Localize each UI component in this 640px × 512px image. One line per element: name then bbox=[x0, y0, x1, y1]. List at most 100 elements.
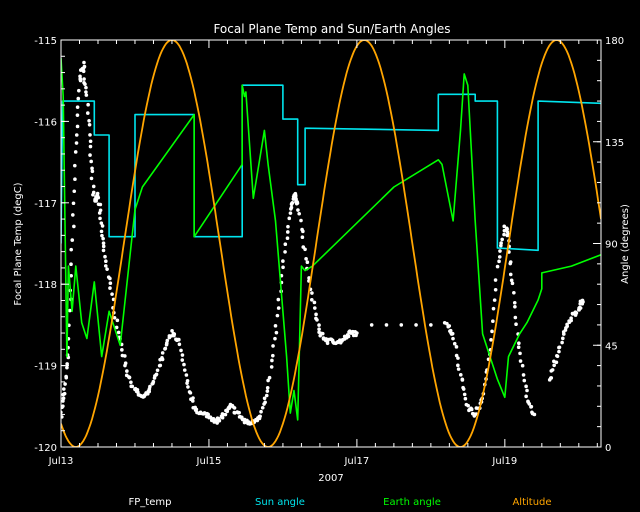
y-left-tick-label: -117 bbox=[34, 199, 57, 210]
fp-temp-point bbox=[76, 96, 81, 101]
fp-temp-point bbox=[445, 321, 449, 326]
fp-temp-point bbox=[429, 323, 433, 327]
fp-temp-point bbox=[95, 191, 100, 196]
fp-temp-point bbox=[281, 265, 285, 270]
fp-temp-point bbox=[265, 389, 270, 393]
series-altitude bbox=[61, 40, 601, 447]
fp-temp-point bbox=[469, 407, 474, 412]
fp-temp-point bbox=[73, 150, 78, 154]
fp-temp-point bbox=[491, 306, 496, 311]
legend-fp-temp: FP_temp bbox=[129, 497, 172, 508]
fp-temp-point bbox=[112, 315, 117, 320]
fp-temp-point bbox=[85, 111, 90, 115]
fp-temp-point bbox=[513, 315, 518, 320]
y-right-tick-label: 45 bbox=[605, 341, 618, 352]
fp-temp-point bbox=[61, 415, 64, 419]
fp-temp-point bbox=[110, 292, 114, 296]
y-left-tick-label: -118 bbox=[34, 280, 57, 291]
fp-temp-point bbox=[82, 77, 86, 81]
fp-temp-point bbox=[258, 414, 262, 419]
fp-temp-point bbox=[75, 124, 80, 129]
fp-temp-point bbox=[103, 254, 107, 259]
x-tick-label: Jul17 bbox=[343, 456, 369, 467]
legend-sun-angle: Sun angle bbox=[255, 497, 305, 508]
fp-temp-point bbox=[88, 144, 93, 149]
fp-temp-point bbox=[160, 351, 165, 355]
fp-temp-point bbox=[100, 224, 105, 228]
fp-temp-point bbox=[182, 368, 187, 372]
fp-temp-point bbox=[90, 166, 94, 171]
fp-temp-point bbox=[81, 69, 86, 74]
fp-temp-point bbox=[549, 376, 554, 380]
fp-temp-point bbox=[271, 344, 275, 348]
fp-temp-point bbox=[509, 278, 514, 283]
x-tick-label: Jul19 bbox=[491, 456, 517, 467]
fp-temp-point bbox=[217, 418, 222, 423]
fp-temp-point bbox=[522, 378, 527, 383]
fp-temp-point bbox=[158, 363, 163, 368]
fp-temp-point bbox=[502, 228, 507, 233]
fp-temp-point bbox=[180, 353, 185, 357]
fp-temp-point bbox=[191, 396, 195, 400]
fp-temp-point bbox=[88, 133, 92, 137]
x-axis-label: 2007 bbox=[318, 473, 343, 484]
sun-angle-line bbox=[61, 84, 601, 252]
series-layer bbox=[61, 40, 601, 447]
fp-temp-point bbox=[463, 396, 468, 401]
fp-temp-point bbox=[532, 412, 537, 417]
fp-temp-point bbox=[97, 211, 102, 215]
fp-temp-point bbox=[82, 64, 87, 69]
fp-temp-point bbox=[108, 286, 112, 290]
fp-temp-point bbox=[260, 406, 265, 410]
fp-temp-point bbox=[518, 359, 523, 363]
fp-temp-point bbox=[125, 369, 129, 373]
fp-temp-point bbox=[77, 88, 81, 93]
fp-temp-point bbox=[498, 249, 502, 253]
fp-temp-point bbox=[508, 272, 513, 277]
fp-temp-point bbox=[497, 259, 501, 264]
fp-temp-point bbox=[414, 323, 418, 327]
x-tick-label: Jul13 bbox=[48, 456, 74, 467]
fp-temp-point bbox=[580, 298, 585, 303]
fp-temp-point bbox=[290, 201, 295, 205]
fp-temp-point bbox=[514, 322, 518, 327]
fp-temp-point bbox=[237, 410, 241, 415]
fp-temp-point bbox=[130, 384, 135, 389]
fp-temp-point bbox=[190, 399, 195, 403]
fp-temp-point bbox=[266, 378, 270, 383]
fp-temp-point bbox=[520, 363, 525, 368]
fp-temp-point bbox=[492, 298, 497, 302]
y-axis-left-label: Focal Plane Temp (degC) bbox=[13, 182, 24, 305]
fp-temp-point bbox=[524, 384, 528, 389]
fp-temp-point bbox=[461, 387, 466, 391]
fp-temp-point bbox=[287, 216, 292, 221]
fp-temp-point bbox=[74, 133, 79, 137]
fp-temp-point bbox=[283, 250, 287, 254]
fp-temp-point bbox=[297, 211, 301, 216]
fp-temp-point bbox=[310, 298, 314, 302]
fp-temp-point bbox=[186, 385, 190, 389]
fp-temp-point bbox=[99, 229, 104, 234]
fp-temp-point bbox=[384, 323, 389, 327]
fp-temp-point bbox=[123, 363, 127, 368]
fp-temp-point bbox=[164, 343, 169, 347]
fp-temp-point bbox=[500, 237, 504, 242]
fp-temp-point bbox=[72, 189, 77, 194]
fp-temp-point bbox=[99, 221, 104, 225]
fp-temp-point bbox=[456, 356, 460, 360]
fp-temp-point bbox=[232, 406, 237, 410]
fp-temp-point bbox=[72, 163, 77, 168]
fp-temp-point bbox=[314, 312, 318, 317]
fp-temp-point bbox=[71, 213, 75, 217]
fp-temp-point bbox=[88, 139, 93, 144]
fp-temp-point bbox=[303, 247, 307, 252]
fp-temp-point bbox=[510, 281, 515, 286]
y-right-tick-label: 90 bbox=[605, 240, 618, 251]
fp-temp-point bbox=[312, 300, 317, 305]
fp-temp-point bbox=[220, 415, 225, 420]
fp-temp-point bbox=[194, 407, 199, 412]
fp-temp-point bbox=[127, 375, 132, 380]
fp-temp-point bbox=[74, 141, 79, 145]
fp-temp-point bbox=[63, 382, 67, 386]
